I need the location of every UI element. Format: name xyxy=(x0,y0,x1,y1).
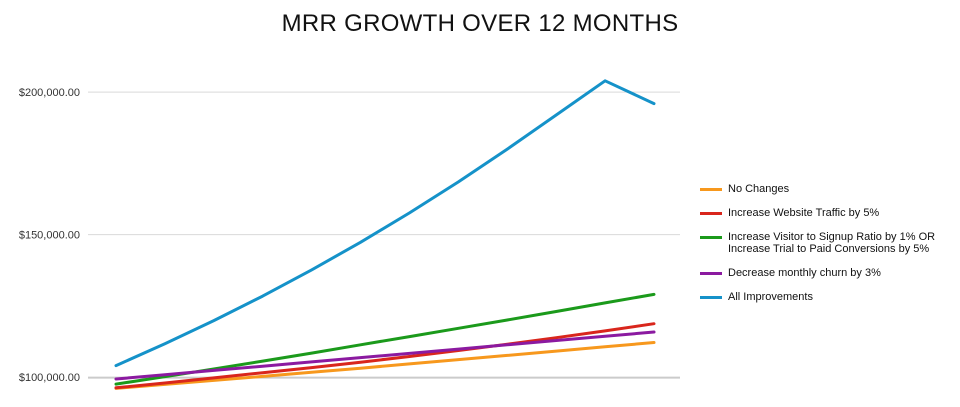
series-line-5 xyxy=(114,79,656,368)
series-lines xyxy=(114,79,656,390)
legend-swatch xyxy=(700,236,722,239)
gridlines xyxy=(88,91,680,379)
legend-label: No Changes xyxy=(728,183,790,195)
legend-swatch xyxy=(700,272,722,275)
y-tick-label: $200,000.00 xyxy=(19,87,80,99)
series-line-1 xyxy=(114,341,656,390)
legend-swatch xyxy=(700,296,722,299)
series-line-2 xyxy=(114,322,656,390)
legend-item: Increase Visitor to Signup Ratio by 1% O… xyxy=(700,231,958,255)
legend-label: Increase Website Traffic by 5% xyxy=(728,207,880,219)
legend-swatch xyxy=(700,212,722,215)
legend-label: All Improvements xyxy=(728,291,813,303)
y-tick-label: $150,000.00 xyxy=(19,230,80,242)
legend-item: All Improvements xyxy=(700,291,958,303)
legend-item: Decrease monthly churn by 3% xyxy=(700,267,958,279)
y-tick-label: $100,000.00 xyxy=(19,372,80,384)
legend-swatch xyxy=(700,188,722,191)
legend-item: No Changes xyxy=(700,183,958,195)
legend: No Changes Increase Website Traffic by 5%… xyxy=(700,183,958,315)
y-tick-labels: $100,000.00 $150,000.00 $200,000.00 xyxy=(19,87,80,384)
legend-item: Increase Website Traffic by 5% xyxy=(700,207,958,219)
legend-label: Decrease monthly churn by 3% xyxy=(728,267,881,279)
series-line-4 xyxy=(114,330,656,381)
chart-title: MRR GROWTH OVER 12 MONTHS xyxy=(281,10,679,37)
legend-label: Increase Visitor to Signup Ratio by 1% O… xyxy=(728,231,936,255)
